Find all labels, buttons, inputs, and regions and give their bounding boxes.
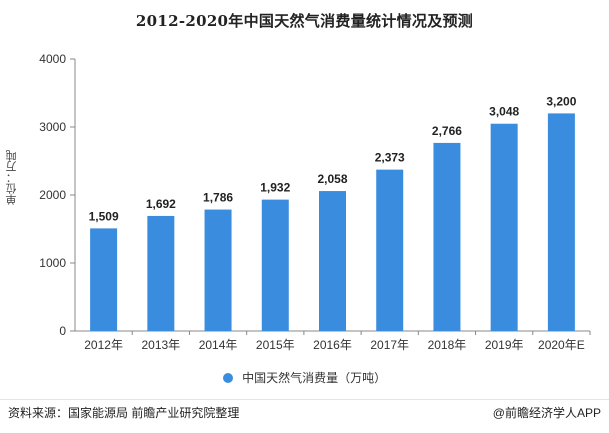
y-tick-label: 1000 — [39, 256, 66, 270]
bar — [204, 209, 232, 331]
y-tick-label: 4000 — [39, 52, 66, 66]
y-tick-label: 0 — [59, 324, 66, 338]
bar — [547, 113, 575, 332]
x-tick-label: 2020年E — [538, 338, 585, 352]
bar — [490, 123, 518, 332]
legend-marker — [222, 372, 233, 383]
bar — [319, 191, 346, 331]
bar — [433, 142, 461, 331]
bar — [147, 215, 175, 331]
chart-title: 2012-2020年中国天然气消费量统计情况及预测 — [135, 12, 474, 30]
x-tick-label: 2012年 — [84, 338, 123, 352]
x-tick-label: 2014年 — [199, 338, 238, 352]
x-tick-label: 2018年 — [428, 338, 467, 352]
bar-value-label: 3,200 — [546, 94, 576, 108]
y-tick-label: 3000 — [39, 120, 66, 134]
bar-value-label: 3,048 — [489, 105, 519, 119]
bar-value-label: 1,692 — [146, 197, 176, 211]
source-text: 资料来源：国家能源局 前瞻产业研究院整理 — [8, 406, 240, 420]
brand-text: @前瞻经济学人APP — [492, 406, 601, 420]
bar-value-label: 1,509 — [89, 209, 119, 223]
legend: 中国天然气消费量（万吨） — [0, 369, 609, 386]
legend-label: 中国天然气消费量（万吨） — [242, 371, 387, 385]
bar — [90, 228, 118, 331]
bar-value-label: 2,373 — [375, 151, 405, 165]
x-tick-label: 2017年 — [370, 338, 409, 352]
bar-value-label: 1,932 — [260, 181, 290, 195]
y-tick-label: 2000 — [39, 188, 66, 202]
x-tick-label: 2019年 — [485, 338, 524, 352]
x-tick-label: 2016年 — [313, 338, 352, 352]
bar-value-label: 1,786 — [203, 191, 233, 205]
x-tick-label: 2013年 — [141, 338, 180, 352]
bar-value-label: 2,766 — [432, 124, 462, 138]
bar — [261, 199, 289, 331]
footer-divider — [0, 399, 609, 400]
bar — [376, 169, 404, 331]
x-tick-label: 2015年 — [256, 338, 295, 352]
bar-value-label: 2,058 — [317, 172, 347, 186]
